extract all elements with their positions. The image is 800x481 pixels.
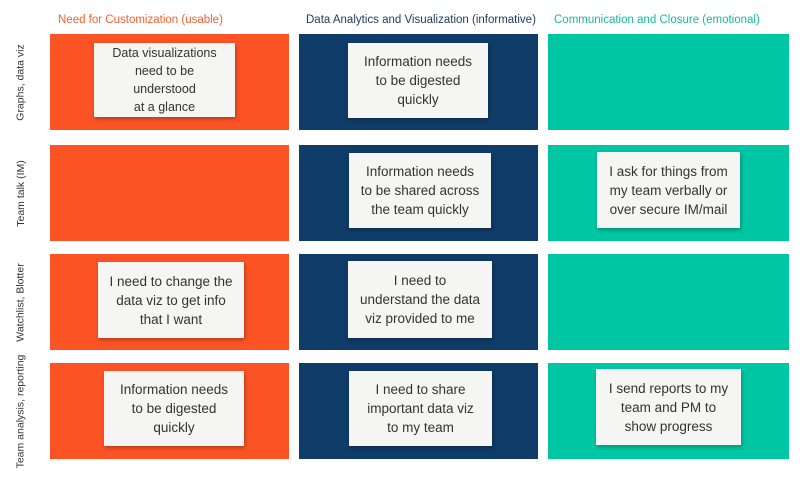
column-header-communication: Communication and Closure (emotional): [554, 14, 760, 26]
column-header-customization: Need for Customization (usable): [58, 14, 223, 26]
sticky-note[interactable]: I send reports to my team and PM to show…: [596, 369, 741, 445]
row-label-team-talk: Team talk (IM): [14, 159, 27, 227]
sticky-note[interactable]: I ask for things from my team verbally o…: [597, 152, 740, 228]
row-label-graphs: Graphs, data viz: [14, 43, 27, 121]
sticky-note[interactable]: Information needs to be digested quickly: [348, 43, 488, 118]
sticky-note[interactable]: I need to share important data viz to my…: [349, 371, 492, 446]
sticky-note[interactable]: Information needs to be digested quickly: [104, 371, 244, 446]
sticky-note[interactable]: Data visualizations need to be understoo…: [94, 43, 235, 117]
cell-r2-communication: [548, 254, 789, 350]
cell-r1-customization: [50, 145, 289, 241]
sticky-note[interactable]: I need to change the data viz to get inf…: [98, 262, 244, 338]
sticky-note[interactable]: I need to understand the data viz provid…: [348, 261, 492, 338]
row-label-watchlist: Watchlist, Blotter: [14, 262, 27, 342]
row-label-team-analysis: Team analysis, reporting: [14, 354, 27, 468]
sticky-note[interactable]: Information needs to be shared across th…: [349, 153, 491, 228]
cell-r0-communication: [548, 34, 789, 130]
column-header-analytics: Data Analytics and Visualization (inform…: [306, 14, 536, 26]
